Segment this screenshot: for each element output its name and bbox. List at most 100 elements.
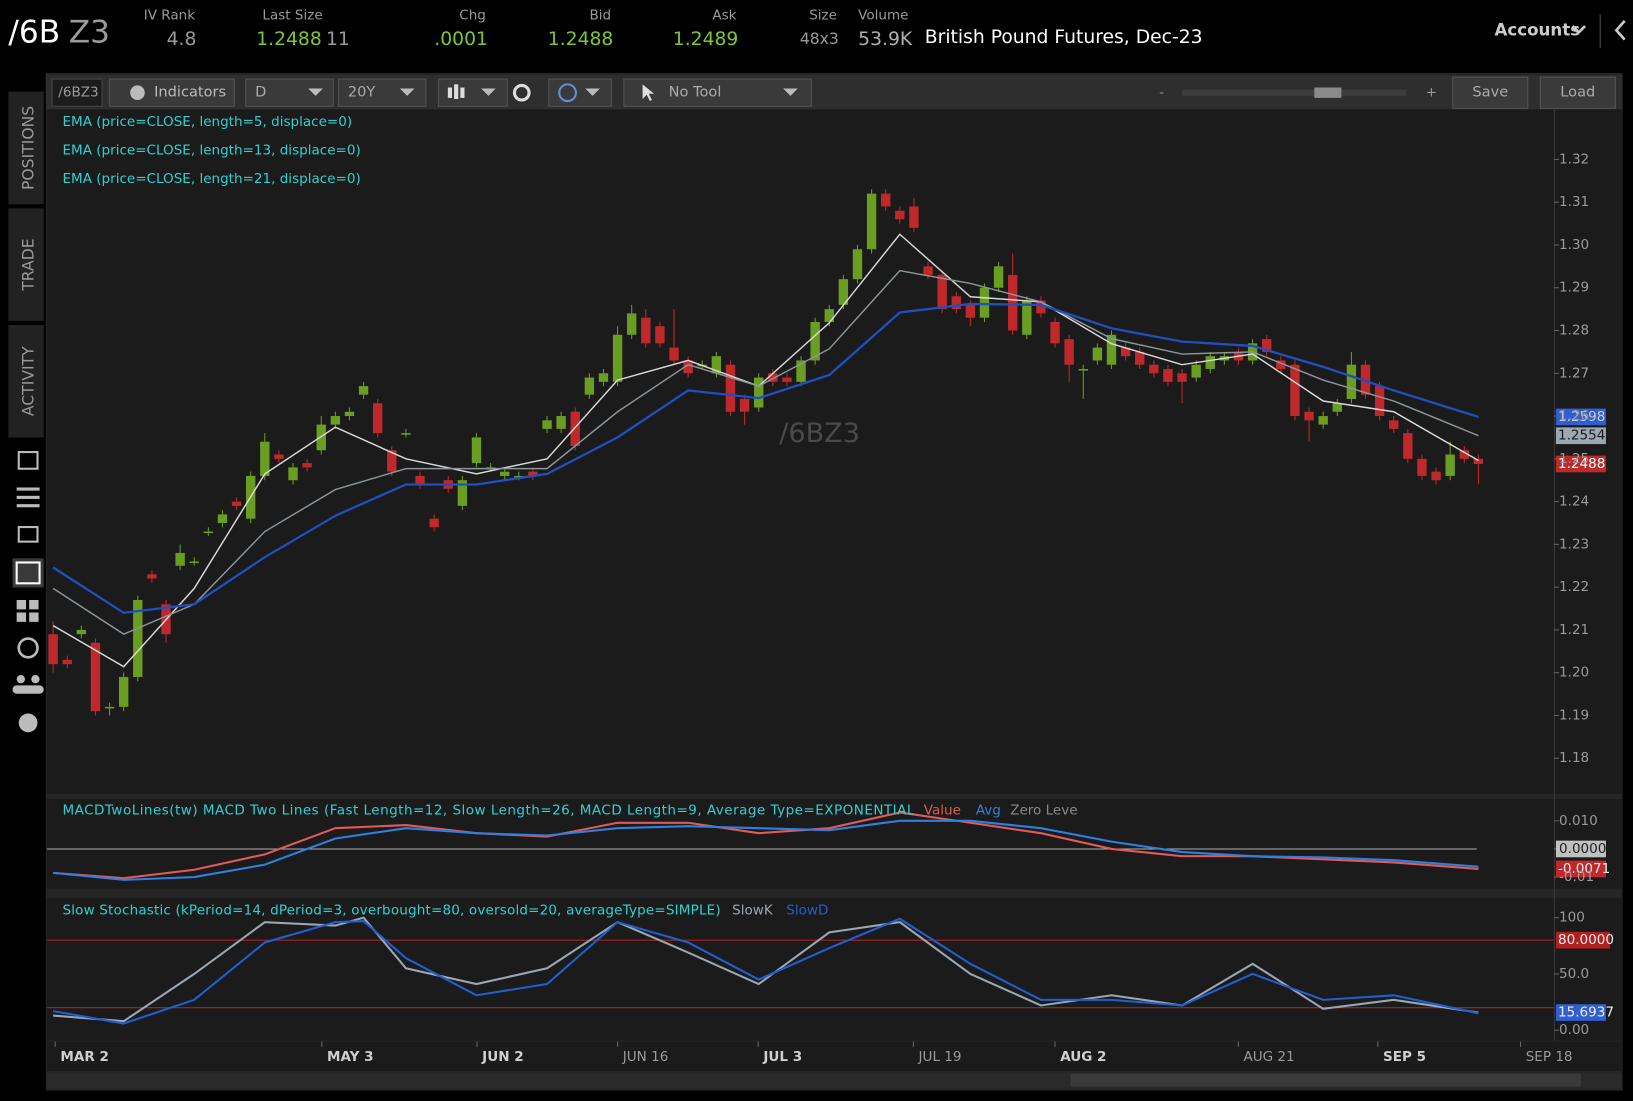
candle-body bbox=[133, 599, 143, 677]
candle-body bbox=[866, 193, 877, 250]
x-tick-label: SEP 18 bbox=[1526, 1049, 1573, 1065]
candle-body bbox=[231, 501, 242, 506]
last-value-box bbox=[1555, 860, 1606, 878]
period-select[interactable] bbox=[337, 78, 427, 107]
icon[interactable] bbox=[17, 526, 39, 543]
candle-body bbox=[358, 386, 369, 395]
candle-body bbox=[1374, 386, 1385, 417]
dropdown-arrow bbox=[481, 88, 496, 96]
candle-body bbox=[838, 279, 849, 305]
macd-panel bbox=[46, 798, 1622, 889]
y-tick-label: 1.22 bbox=[1559, 579, 1589, 595]
y-tick-label: 1.25 bbox=[1559, 451, 1589, 467]
zoom-slider[interactable] bbox=[1182, 89, 1406, 96]
y-tick-label: 1.31 bbox=[1559, 194, 1589, 210]
x-tick-label: JUN 16 bbox=[622, 1049, 669, 1065]
last-value-box bbox=[1555, 408, 1606, 426]
candle-body bbox=[1135, 351, 1145, 365]
icon bbox=[16, 504, 40, 508]
candle-body bbox=[471, 437, 482, 464]
icon[interactable] bbox=[16, 487, 40, 491]
line-series bbox=[52, 302, 1479, 614]
study-title: Slow Stochastic (kPeriod=14, dPeriod=3, … bbox=[62, 902, 720, 918]
candle-body bbox=[796, 360, 806, 382]
stochastic-panel bbox=[46, 897, 1622, 1041]
volume-label: Volume bbox=[858, 8, 908, 24]
candle-body bbox=[1276, 360, 1286, 369]
zoom-out[interactable]: - bbox=[1159, 85, 1164, 101]
y-tick-label: 1.19 bbox=[1559, 707, 1589, 723]
study-plot bbox=[46, 811, 1479, 881]
collapse-button[interactable] bbox=[1614, 19, 1626, 41]
zoom-thumb[interactable] bbox=[1314, 87, 1342, 98]
candle-body bbox=[62, 659, 72, 665]
icon bbox=[29, 599, 39, 610]
icon bbox=[12, 685, 44, 694]
scroll-thumb[interactable] bbox=[1070, 1073, 1581, 1087]
candle-body bbox=[951, 296, 961, 310]
candle-body bbox=[514, 475, 524, 478]
candle-body bbox=[1064, 339, 1074, 365]
candle-body bbox=[330, 416, 341, 425]
aggregation-select[interactable] bbox=[245, 78, 334, 107]
y-tick-label: 1.23 bbox=[1559, 536, 1589, 552]
line-series bbox=[53, 811, 1479, 880]
sidebar-tab[interactable] bbox=[8, 208, 44, 321]
candle-body bbox=[612, 334, 623, 382]
candle-body bbox=[993, 266, 1004, 288]
candle-body bbox=[782, 377, 792, 382]
accounts-chevron[interactable] bbox=[1571, 25, 1587, 35]
candle-body bbox=[429, 518, 439, 528]
last-value-box bbox=[1555, 455, 1606, 473]
symbol-input[interactable] bbox=[51, 78, 103, 107]
gear-icon bbox=[130, 85, 145, 100]
save-button[interactable] bbox=[1452, 76, 1529, 109]
candle-body bbox=[274, 454, 284, 459]
iv-rank-value: 4.8 bbox=[167, 29, 197, 50]
study-legend: EMA (price=CLOSE, length=21, displace=0) bbox=[62, 171, 360, 187]
candle-body bbox=[1163, 368, 1173, 382]
load-button[interactable] bbox=[1539, 76, 1616, 109]
candle-body bbox=[1050, 321, 1060, 344]
y-tick-label: 0.00 bbox=[1559, 1022, 1589, 1038]
chg-label: Chg bbox=[459, 8, 486, 24]
dropdown-arrow bbox=[399, 88, 415, 96]
y-tick-label: 1.26 bbox=[1559, 408, 1589, 424]
candle-body bbox=[316, 424, 326, 451]
icon[interactable] bbox=[16, 599, 27, 610]
icon[interactable] bbox=[17, 637, 39, 659]
candle-body bbox=[965, 304, 976, 318]
zoom-in[interactable]: + bbox=[1426, 85, 1437, 101]
icon[interactable] bbox=[16, 674, 25, 684]
study-legend: EMA (price=CLOSE, length=5, displace=0) bbox=[62, 114, 352, 130]
candle-body bbox=[810, 321, 820, 361]
aggregation-label: D bbox=[255, 84, 266, 101]
chg-value: .0001 bbox=[434, 29, 488, 50]
ask-value: 1.2489 bbox=[673, 29, 739, 50]
sidebar-tab[interactable] bbox=[8, 91, 44, 205]
line-series bbox=[52, 917, 1479, 1025]
y-tick-label: -0.01 bbox=[1559, 869, 1594, 885]
icon[interactable] bbox=[18, 713, 38, 733]
icon[interactable] bbox=[17, 451, 39, 470]
candle-icon bbox=[447, 84, 465, 99]
candle-body bbox=[1022, 300, 1032, 335]
legend-entry: Value bbox=[924, 802, 961, 818]
candle-body bbox=[683, 360, 693, 374]
sidebar-tab[interactable] bbox=[8, 324, 44, 438]
price-plot: /6BZ3 bbox=[48, 189, 1484, 716]
candle-body bbox=[1389, 420, 1399, 429]
candle-body bbox=[923, 266, 933, 275]
tool-select[interactable] bbox=[623, 78, 812, 107]
candle-body bbox=[415, 475, 425, 485]
accounts-button[interactable]: Accounts bbox=[1494, 21, 1580, 40]
candle-body bbox=[556, 416, 566, 429]
bid-label: Bid bbox=[589, 8, 611, 24]
study-legend: EMA (price=CLOSE, length=13, displace=0) bbox=[62, 143, 360, 159]
candle-body bbox=[542, 420, 552, 429]
last-size-value: 11 bbox=[326, 29, 350, 50]
candle-body bbox=[203, 531, 214, 534]
settings-button[interactable] bbox=[512, 83, 531, 102]
candle-body bbox=[1036, 300, 1046, 314]
line-series bbox=[53, 819, 1479, 881]
